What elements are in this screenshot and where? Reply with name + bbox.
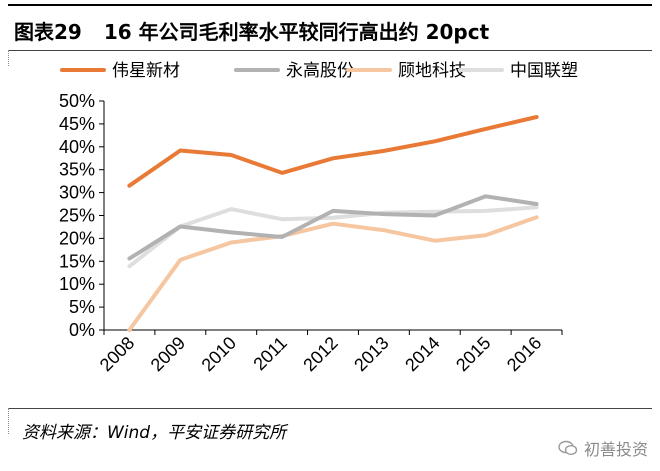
series-layer	[127, 115, 539, 332]
x-tick-label: 2011	[249, 333, 291, 375]
wechat-icon	[558, 440, 578, 456]
y-axis: 0% 5% 10% 15% 20%25% 30% 35% 40% 45% 50%	[59, 91, 105, 340]
legend-label: 伟星新材	[112, 61, 180, 81]
x-tick-label: 2015	[452, 333, 494, 375]
title-divider	[8, 50, 652, 51]
x-tick-label: 2009	[147, 333, 189, 375]
legend-label: 中国联塑	[510, 61, 578, 81]
series-line-1	[127, 115, 539, 188]
y-tick-label: 20%	[59, 228, 95, 248]
y-tick-label: 10%	[59, 274, 95, 294]
y-tick-label: 45%	[59, 114, 95, 134]
y-tick-label: 40%	[59, 137, 95, 157]
x-tick-label: 2016	[503, 333, 545, 375]
watermark: 初善投资	[558, 436, 648, 460]
series-line-4	[127, 205, 539, 269]
y-tick-label: 30%	[59, 183, 95, 203]
y-tick-label: 5%	[69, 297, 95, 317]
y-tick-label: 50%	[59, 91, 95, 111]
x-tick-label: 2008	[96, 333, 138, 375]
left-dotted-marker-bottom	[8, 408, 9, 434]
legend-label: 永高股份	[286, 61, 354, 81]
figure-label: 图表29	[14, 20, 82, 44]
figure-title-text: 16 年公司毛利率水平较同行高出约 20pct	[103, 20, 490, 44]
x-axis: 2008 2009 2010 2011 2012 2013 2014 2015 2016	[96, 329, 563, 375]
top-frame-line	[8, 4, 652, 6]
left-dotted-marker-top	[8, 50, 9, 66]
y-tick-label: 35%	[59, 160, 95, 180]
bottom-divider	[8, 408, 652, 409]
watermark-text: 初善投资	[583, 440, 648, 459]
x-tick-label: 2013	[350, 333, 392, 375]
x-tick-label: 2012	[299, 333, 341, 375]
source-note: 资料来源：Wind，平安证券研究所	[22, 423, 287, 443]
y-tick-label: 25%	[59, 206, 95, 226]
y-tick-label: 15%	[59, 251, 95, 271]
legend-label: 顾地科技	[398, 61, 466, 81]
figure-title: 图表29 16 年公司毛利率水平较同行高出约 20pct	[14, 16, 489, 45]
y-tick-label: 0%	[69, 320, 95, 340]
series-line-2	[127, 194, 539, 261]
chart-legend: 伟星新材 永高股份 顾地科技 中国联塑	[60, 61, 578, 81]
series-line-3	[127, 215, 539, 332]
line-chart: 伟星新材 永高股份 顾地科技 中国联塑 0% 5% 10% 15% 20%25% 30% 35% 4…	[59, 61, 578, 375]
x-tick-label: 2010	[198, 333, 240, 375]
x-tick-label: 2014	[401, 333, 443, 375]
